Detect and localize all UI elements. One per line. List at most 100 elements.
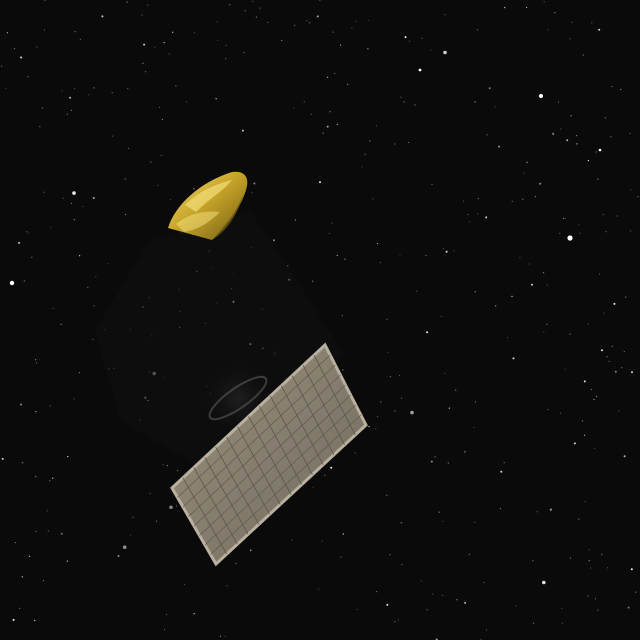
star	[564, 217, 567, 219]
star	[511, 200, 513, 202]
star	[169, 199, 172, 201]
star	[95, 276, 97, 278]
star	[215, 98, 217, 100]
star	[43, 191, 45, 193]
star	[367, 19, 370, 22]
star	[332, 31, 334, 33]
star	[499, 508, 501, 510]
star	[82, 205, 84, 208]
star	[79, 38, 81, 41]
star	[566, 139, 569, 142]
star	[176, 469, 178, 472]
bright-star	[539, 94, 543, 98]
star	[593, 447, 596, 449]
star	[578, 518, 580, 520]
star	[322, 132, 324, 134]
star	[355, 20, 357, 22]
star	[225, 58, 227, 60]
star	[430, 49, 432, 51]
star	[557, 101, 560, 103]
star	[154, 46, 156, 48]
star	[443, 50, 447, 55]
star	[569, 557, 572, 559]
star	[287, 265, 289, 267]
star	[606, 356, 608, 358]
star	[161, 118, 163, 121]
star	[582, 54, 584, 56]
star	[560, 128, 562, 130]
star	[253, 182, 256, 185]
star	[456, 599, 458, 601]
star	[163, 42, 165, 44]
star	[20, 403, 22, 406]
star	[483, 581, 485, 584]
star	[226, 585, 228, 587]
star	[559, 232, 561, 234]
star	[408, 141, 410, 144]
star	[621, 367, 623, 369]
star	[397, 619, 400, 621]
star	[414, 104, 416, 106]
star	[590, 388, 593, 391]
panel-cell-line	[177, 354, 331, 498]
star	[375, 591, 378, 593]
star	[157, 184, 159, 186]
star	[5, 87, 7, 89]
star	[464, 451, 466, 453]
star	[166, 614, 168, 616]
star	[124, 178, 126, 180]
star	[342, 533, 344, 535]
star	[326, 125, 329, 128]
star	[74, 31, 76, 33]
star	[375, 125, 377, 127]
star	[488, 87, 491, 90]
star	[351, 27, 353, 29]
star	[637, 196, 639, 198]
star	[112, 135, 114, 137]
star	[340, 44, 342, 46]
star	[243, 51, 245, 54]
star	[442, 594, 444, 596]
star	[386, 603, 389, 606]
star	[473, 426, 475, 429]
star	[602, 213, 604, 216]
star	[386, 494, 388, 496]
star	[147, 4, 149, 6]
star	[476, 29, 478, 31]
star	[62, 197, 64, 199]
star	[241, 129, 244, 132]
star	[229, 4, 231, 6]
star	[341, 315, 343, 317]
star	[35, 530, 37, 532]
star	[50, 226, 52, 228]
star	[369, 140, 371, 142]
star	[573, 442, 576, 445]
star	[611, 345, 613, 347]
star	[129, 534, 132, 536]
star	[21, 576, 23, 578]
bright-star	[9, 280, 15, 286]
star	[78, 372, 81, 374]
panel-cell-line	[182, 364, 336, 508]
star	[578, 224, 580, 226]
star	[27, 76, 29, 78]
star	[70, 109, 72, 111]
star	[60, 323, 62, 325]
star	[607, 567, 609, 569]
star	[267, 21, 269, 23]
star	[175, 505, 178, 507]
star	[408, 40, 411, 42]
star	[166, 465, 168, 467]
star	[608, 360, 610, 363]
star	[546, 323, 548, 325]
star	[28, 232, 30, 234]
star	[66, 560, 68, 562]
star	[576, 135, 578, 137]
bright-star	[567, 235, 573, 241]
star	[224, 635, 226, 637]
star	[400, 397, 402, 399]
star	[39, 126, 41, 128]
star	[43, 29, 46, 31]
star	[504, 7, 506, 9]
